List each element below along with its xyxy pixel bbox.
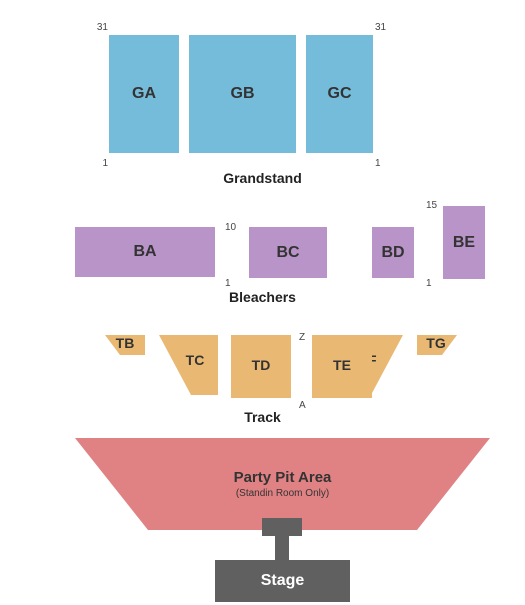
bleachers-label: Bleachers (0, 289, 525, 305)
grandstand-row-label: 31 (97, 22, 108, 33)
stage-thrust (262, 518, 302, 536)
track-section-te[interactable] (312, 335, 372, 398)
party-pit: Party Pit Area (Standin Room Only) (75, 438, 490, 530)
bleachers-row-label: 15 (426, 200, 437, 211)
bleachers-row-label: 1 (426, 278, 432, 289)
grandstand-row-label: 31 (375, 22, 386, 33)
bleachers-section-bc[interactable]: BC (249, 227, 327, 278)
track-section-tb[interactable] (105, 335, 145, 355)
pit-title: Party Pit Area (234, 469, 332, 486)
bleachers-row-label: 10 (225, 222, 236, 233)
bleachers-section-ba[interactable]: BA (75, 227, 215, 277)
grandstand-section-gb[interactable]: GB (189, 35, 296, 153)
seating-map: GAGBGC Grandstand BABCBDBE Bleachers TBT… (0, 0, 525, 605)
bleachers-section-bd[interactable]: BD (372, 227, 414, 278)
track-section-tc[interactable] (159, 335, 218, 395)
pit-subtitle: (Standin Room Only) (236, 488, 329, 499)
grandstand-section-gc[interactable]: GC (306, 35, 373, 153)
track-section-tg[interactable] (417, 335, 457, 355)
track-section-td[interactable] (231, 335, 291, 398)
bleachers-row-label: 1 (225, 278, 231, 289)
bleachers-section-be[interactable]: BE (443, 206, 485, 279)
track-row-label: A (299, 400, 306, 411)
grandstand-row-label: 1 (102, 158, 108, 169)
grandstand-row-label: 1 (375, 158, 381, 169)
grandstand-section-ga[interactable]: GA (109, 35, 179, 153)
stage: Stage (215, 560, 350, 602)
grandstand-label: Grandstand (0, 170, 525, 186)
track-label: Track (0, 409, 525, 425)
track-row-label: Z (299, 332, 305, 343)
